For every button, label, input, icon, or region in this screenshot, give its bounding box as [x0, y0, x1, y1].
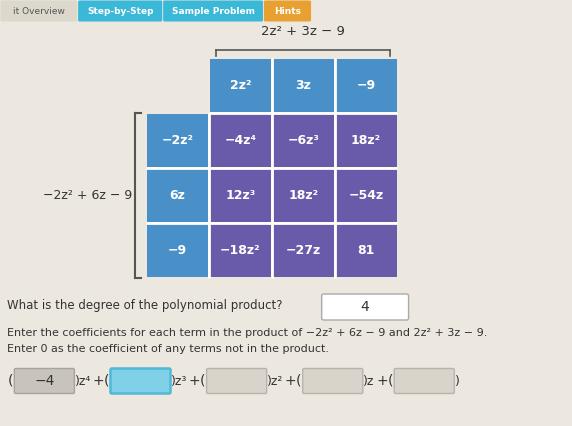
Text: −6z³: −6z³ — [287, 134, 319, 147]
Text: 18z²: 18z² — [288, 189, 318, 202]
Text: −27z: −27z — [285, 244, 321, 257]
Bar — [336, 114, 396, 167]
Text: )z³: )z³ — [171, 374, 188, 388]
Bar — [336, 59, 396, 112]
FancyBboxPatch shape — [14, 368, 74, 394]
Text: )z²: )z² — [267, 374, 284, 388]
Text: −18z²: −18z² — [220, 244, 261, 257]
FancyBboxPatch shape — [394, 368, 454, 394]
FancyBboxPatch shape — [163, 0, 263, 21]
Text: 18z²: 18z² — [351, 134, 381, 147]
FancyBboxPatch shape — [321, 294, 408, 320]
Text: (: ( — [104, 374, 109, 388]
Text: Enter 0 as the coefficient of any terms not in the product.: Enter 0 as the coefficient of any terms … — [7, 344, 329, 354]
Text: +: + — [285, 374, 296, 388]
Bar — [210, 224, 271, 277]
FancyBboxPatch shape — [1, 0, 77, 21]
FancyBboxPatch shape — [206, 368, 267, 394]
Text: )z: )z — [363, 374, 375, 388]
Text: What is the degree of the polynomial product?: What is the degree of the polynomial pro… — [7, 299, 283, 311]
Text: 2z² + 3z − 9: 2z² + 3z − 9 — [261, 25, 345, 38]
Text: 6z: 6z — [169, 189, 185, 202]
Text: +: + — [189, 374, 200, 388]
FancyBboxPatch shape — [303, 368, 363, 394]
Text: (: ( — [7, 374, 13, 388]
Text: it Overview: it Overview — [13, 6, 65, 15]
Text: Enter the coefficients for each term in the product of −2z² + 6z − 9 and 2z² + 3: Enter the coefficients for each term in … — [7, 328, 488, 338]
Text: −4: −4 — [34, 374, 54, 388]
Text: 2z²: 2z² — [229, 79, 251, 92]
Text: −4z⁴: −4z⁴ — [224, 134, 256, 147]
Text: Step-by-Step: Step-by-Step — [87, 6, 153, 15]
Bar — [273, 224, 333, 277]
Text: ): ) — [455, 374, 460, 388]
Text: )z⁴: )z⁴ — [75, 374, 92, 388]
Text: Sample Problem: Sample Problem — [172, 6, 255, 15]
Bar — [273, 114, 333, 167]
Bar — [147, 169, 208, 222]
Text: (: ( — [200, 374, 205, 388]
Bar — [336, 169, 396, 222]
Text: (: ( — [296, 374, 301, 388]
FancyBboxPatch shape — [78, 0, 162, 21]
Bar — [147, 224, 208, 277]
Text: −9: −9 — [356, 79, 376, 92]
Text: (: ( — [387, 374, 393, 388]
Text: 4: 4 — [361, 300, 370, 314]
FancyBboxPatch shape — [110, 368, 170, 394]
Text: +: + — [376, 374, 388, 388]
Text: +: + — [93, 374, 104, 388]
Text: Hints: Hints — [274, 6, 301, 15]
Bar — [210, 114, 271, 167]
Bar — [273, 59, 333, 112]
Text: 3z: 3z — [295, 79, 311, 92]
Bar — [336, 224, 396, 277]
FancyBboxPatch shape — [264, 0, 311, 21]
Text: −2z² + 6z − 9: −2z² + 6z − 9 — [43, 189, 132, 202]
Text: −54z: −54z — [348, 189, 384, 202]
Bar — [273, 169, 333, 222]
Bar — [210, 169, 271, 222]
Text: −9: −9 — [168, 244, 187, 257]
Text: 81: 81 — [358, 244, 375, 257]
Text: 12z³: 12z³ — [225, 189, 256, 202]
Bar — [147, 114, 208, 167]
Text: −2z²: −2z² — [161, 134, 193, 147]
Bar — [210, 59, 271, 112]
